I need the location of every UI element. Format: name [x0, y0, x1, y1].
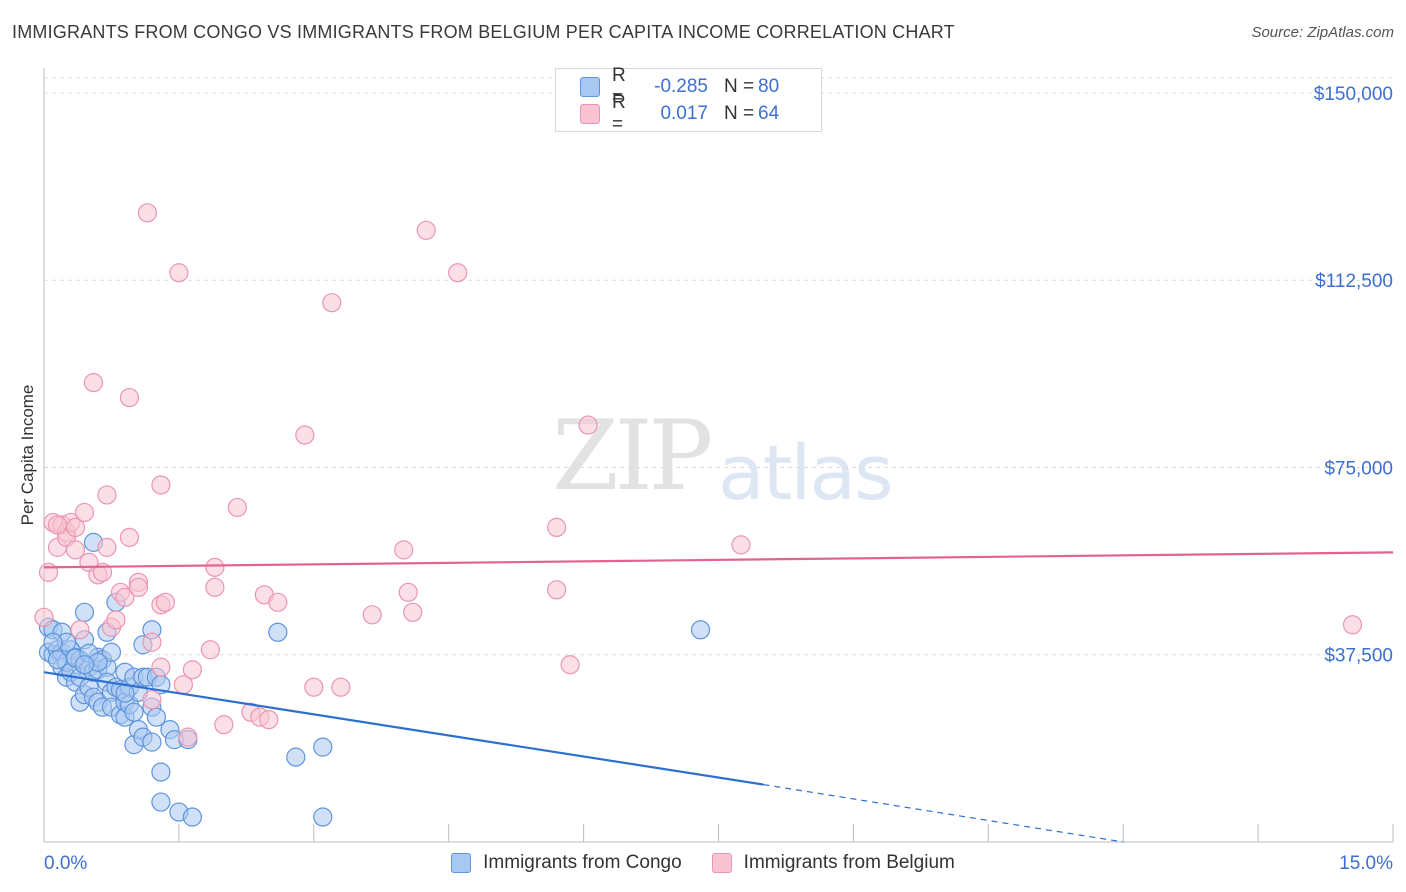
n-value-congo: 80: [758, 76, 780, 97]
r-label: R =: [612, 92, 626, 135]
belgium-point: [182, 660, 202, 680]
belgium-point: [97, 485, 117, 505]
belgium-point: [70, 620, 90, 640]
belgium-point: [322, 293, 342, 313]
belgium-trend-line: [43, 551, 1394, 569]
congo-swatch: [451, 853, 472, 873]
congo-point: [313, 807, 333, 827]
congo-point: [124, 702, 144, 722]
belgium-point: [106, 610, 126, 630]
belgium-point: [448, 263, 468, 283]
congo-trend-extension: [763, 783, 1124, 843]
belgium-point: [205, 557, 225, 577]
belgium-point: [205, 577, 225, 597]
watermark-atlas: atlas: [718, 428, 894, 517]
belgium-point: [119, 387, 140, 408]
congo-point: [268, 622, 288, 642]
belgium-point: [362, 605, 382, 625]
belgium-point: [578, 415, 598, 435]
congo-point: [182, 807, 202, 827]
belgium-swatch: [711, 853, 732, 873]
belgium-point: [74, 502, 95, 523]
y-tick-label: $150,000: [1314, 84, 1393, 105]
correlation-row-congo: R = -0.285 N = 80: [580, 65, 780, 108]
belgium-point: [259, 710, 279, 730]
belgium-point: [142, 690, 162, 710]
y-tick-label: $75,000: [1324, 458, 1393, 479]
belgium-point: [227, 497, 247, 518]
belgium-point: [142, 632, 162, 652]
belgium-point: [547, 517, 567, 538]
legend-item-congo[interactable]: Immigrants from Congo: [451, 852, 682, 874]
belgium-point: [128, 577, 149, 597]
legend-label-belgium: Immigrants from Belgium: [743, 852, 955, 873]
belgium-point: [304, 677, 324, 697]
chart-legend: Immigrants from Congo Immigrants from Be…: [0, 852, 1406, 874]
belgium-point: [97, 537, 117, 557]
n-label: N =: [724, 103, 755, 124]
congo-point: [101, 642, 122, 662]
belgium-point: [398, 582, 418, 602]
belgium-point: [394, 540, 414, 560]
belgium-point: [560, 655, 580, 675]
y-tick-label: $112,500: [1315, 271, 1393, 292]
belgium-point: [403, 602, 423, 622]
source-label: Source: ZipAtlas.com: [1251, 24, 1394, 41]
y-tick-label: $37,500: [1324, 646, 1393, 667]
belgium-point: [416, 220, 436, 240]
congo-point: [286, 747, 306, 767]
belgium-point: [65, 540, 86, 560]
congo-trend-line: [43, 671, 764, 786]
belgium-point: [115, 587, 135, 607]
belgium-point: [169, 263, 189, 283]
x-tick-label: 0.0%: [44, 853, 87, 874]
legend-label-congo: Immigrants from Congo: [483, 852, 682, 873]
belgium-point: [200, 640, 220, 660]
watermark-zip: ZIP: [552, 400, 713, 512]
correlation-row-belgium: R = 0.017 N = 64: [580, 92, 780, 135]
belgium-point: [178, 727, 198, 747]
r-label: R =: [612, 65, 626, 108]
congo-point: [43, 632, 63, 652]
belgium-point: [137, 203, 158, 223]
belgium-point: [83, 373, 104, 393]
congo-point: [313, 737, 333, 757]
congo-point: [74, 602, 95, 622]
congo-point: [47, 650, 68, 670]
congo-point: [74, 655, 95, 675]
legend-item-belgium[interactable]: Immigrants from Belgium: [711, 852, 955, 874]
congo-point: [142, 732, 162, 752]
belgium-point: [295, 425, 315, 445]
belgium-point: [547, 580, 567, 600]
n-value-belgium: 64: [758, 103, 780, 124]
n-label: N =: [724, 76, 755, 97]
congo-point: [151, 792, 171, 812]
r-value-belgium: 0.017: [660, 103, 708, 124]
y-axis-label: Per Capita Income: [18, 384, 37, 526]
chart-title: IMMIGRANTS FROM CONGO VS IMMIGRANTS FROM…: [12, 22, 955, 42]
belgium-swatch: [580, 104, 600, 124]
belgium-point: [268, 592, 288, 612]
congo-point: [151, 762, 171, 782]
belgium-point: [214, 715, 234, 735]
congo-point: [690, 620, 711, 640]
congo-swatch: [580, 77, 600, 97]
belgium-point: [731, 535, 751, 555]
belgium-point: [119, 527, 140, 547]
belgium-point: [151, 657, 171, 677]
belgium-point: [155, 592, 176, 612]
belgium-point: [151, 475, 171, 495]
r-value-congo: -0.285: [654, 76, 708, 97]
belgium-point: [38, 562, 59, 582]
belgium-point: [1342, 615, 1363, 635]
belgium-point: [47, 515, 68, 535]
belgium-point: [331, 677, 351, 697]
belgium-point: [34, 607, 54, 627]
x-tick-label: 15.0%: [1339, 853, 1393, 874]
correlation-box: R = -0.285 N = 80 R = 0.017 N = 64: [555, 65, 822, 135]
